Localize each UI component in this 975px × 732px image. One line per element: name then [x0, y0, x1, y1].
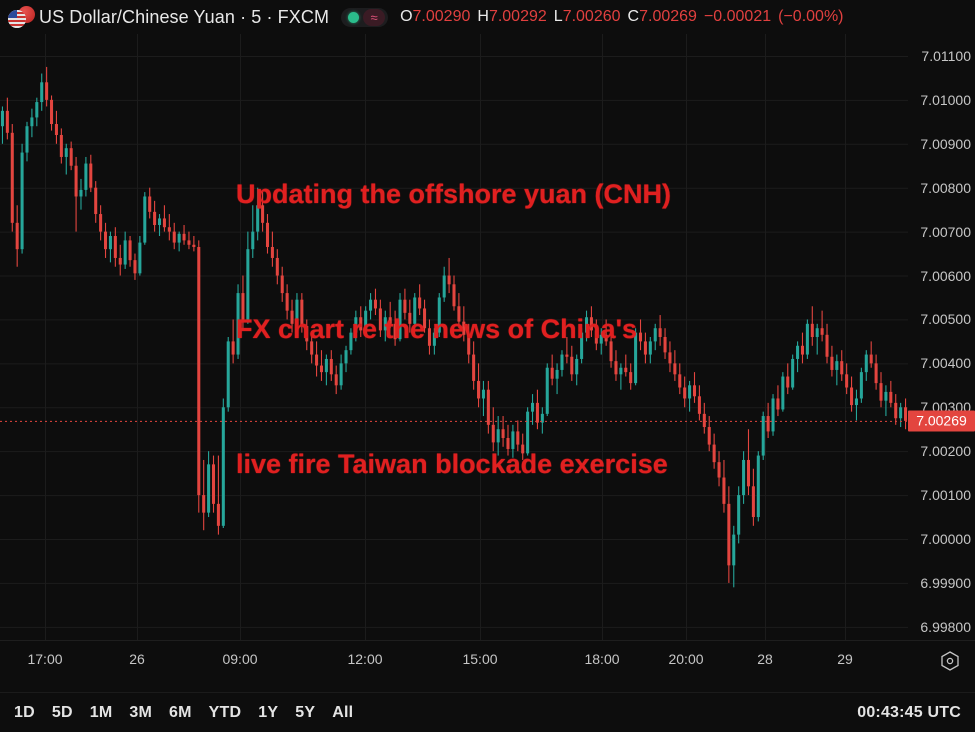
ohlc-readout: O7.00290 H7.00292 L7.00260 C7.00269 −0.00021…	[400, 8, 843, 26]
candle-series	[0, 66, 908, 588]
high-label: H	[477, 8, 489, 25]
change-percent: (−0.00%)	[778, 8, 844, 25]
low-value: 7.00260	[562, 8, 621, 25]
us-flag-circle	[8, 10, 26, 28]
market-open-dot	[348, 11, 360, 23]
symbol-title[interactable]: US Dollar/Chinese Yuan · 5 · FXCM	[39, 6, 330, 27]
current-price-badge: 7.00269	[908, 410, 975, 432]
us-flag-canton	[8, 10, 17, 18]
price-tick: 7.00600	[920, 267, 971, 284]
time-tick: 26	[129, 651, 145, 667]
time-tick: 17:00	[27, 651, 63, 667]
usd-cny-flag-icon	[6, 4, 35, 30]
open-value: 7.00290	[412, 8, 471, 25]
chart-canvas	[0, 34, 908, 640]
time-tick: 15:00	[462, 651, 498, 667]
price-tick: 6.99900	[920, 574, 971, 591]
range-button-5d[interactable]: 5D	[51, 703, 73, 721]
low-label: L	[553, 8, 563, 25]
range-button-1y[interactable]: 1Y	[258, 703, 279, 721]
range-button-1m[interactable]: 1M	[89, 703, 113, 721]
wave-icon: ≈	[363, 8, 386, 26]
range-button-ytd[interactable]: YTD	[208, 703, 242, 721]
vertical-gridlines	[45, 34, 846, 640]
close-label: C	[627, 8, 640, 25]
time-tick: 28	[757, 651, 773, 667]
range-button-5y[interactable]: 5Y	[295, 703, 316, 721]
price-tick: 7.00000	[920, 531, 971, 547]
price-tick: 7.00100	[920, 487, 971, 504]
time-tick: 20:00	[668, 651, 704, 667]
time-tick: 18:00	[584, 651, 620, 667]
time-axis[interactable]: 17:00 26 09:00 12:00 15:00 18:00 20:00 28 29	[0, 640, 975, 679]
time-tick: 09:00	[222, 651, 258, 667]
price-tick: 7.00500	[920, 311, 971, 328]
crosshair-target-icon[interactable]	[939, 650, 961, 672]
price-tick: 7.00800	[920, 179, 971, 196]
time-tick: 12:00	[347, 651, 383, 667]
market-status-pill[interactable]: ≈	[341, 7, 389, 27]
horizontal-gridlines	[0, 55, 908, 628]
range-selector: 1D 5D 1M 3M 6M YTD 1Y 5Y All	[14, 704, 353, 722]
range-button-1d[interactable]: 1D	[14, 703, 35, 721]
range-button-3m[interactable]: 3M	[129, 703, 152, 721]
price-tick: 7.00400	[920, 355, 971, 372]
open-label: O	[400, 8, 413, 25]
price-tick: 7.00900	[920, 135, 971, 152]
high-value: 7.00292	[488, 8, 547, 25]
price-tick: 7.01100	[921, 47, 971, 64]
price-tick: 6.99800	[920, 618, 971, 635]
bottom-toolbar: 1D 5D 1M 3M 6M YTD 1Y 5Y All 00:43:45 UTC	[0, 692, 975, 732]
chart-header: US Dollar/Chinese Yuan · 5 · FXCM ≈ O7.0…	[0, 0, 975, 34]
candlestick-chart[interactable]	[0, 34, 908, 640]
price-tick: 7.00700	[920, 223, 971, 240]
range-button-all[interactable]: All	[332, 703, 354, 721]
price-tick: 7.01000	[920, 91, 971, 108]
price-axis[interactable]: 7.01100 7.01000 7.00900 7.00800 7.00700 7.006…	[908, 34, 975, 640]
change-value: −0.00021	[703, 8, 772, 25]
range-button-6m[interactable]: 6M	[169, 703, 192, 721]
close-value: 7.00269	[639, 8, 697, 25]
price-tick: 7.00200	[920, 443, 971, 460]
time-tick: 29	[837, 651, 853, 667]
utc-clock: 00:43:45 UTC	[857, 703, 961, 721]
